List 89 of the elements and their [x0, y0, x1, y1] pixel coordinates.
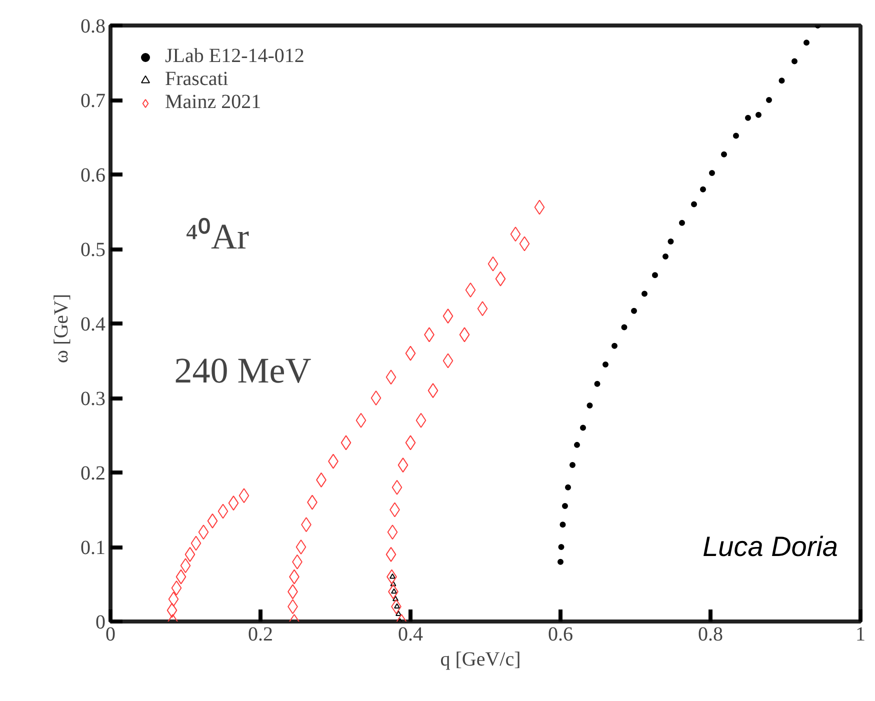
point: [733, 132, 739, 139]
point: [442, 308, 454, 324]
point: [558, 544, 564, 550]
y-tick-label: 0.3: [80, 388, 106, 410]
legend-label: Mainz 2021: [165, 91, 262, 114]
point: [778, 78, 785, 84]
point: [691, 201, 697, 208]
point: [804, 40, 810, 46]
point: [386, 370, 396, 385]
point: [602, 361, 608, 368]
point: [398, 458, 408, 473]
point: [190, 536, 202, 551]
point: [621, 324, 628, 330]
point: [340, 435, 352, 450]
y-tick-label: 0.1: [80, 537, 106, 559]
point: [180, 558, 191, 574]
point: [574, 442, 580, 448]
point: [594, 380, 600, 387]
point: [171, 580, 182, 596]
point: [405, 346, 416, 361]
point: [668, 238, 674, 245]
point: [238, 488, 250, 504]
point: [386, 546, 396, 562]
point: [652, 272, 658, 278]
point: [184, 546, 196, 562]
y-tick-label: 0.4: [80, 314, 106, 336]
x-tick-label: 1: [856, 624, 866, 646]
x-tick-label: 0.4: [398, 624, 423, 646]
point: [642, 290, 648, 297]
point: [721, 151, 727, 158]
point: [166, 602, 178, 618]
y-axis-title: ω [GeV]: [50, 294, 72, 364]
point: [392, 596, 398, 602]
point: [562, 503, 568, 510]
point: [766, 97, 772, 103]
point: [709, 170, 715, 176]
point: [459, 327, 470, 342]
legend-label: JLab E12-14-012: [165, 45, 304, 68]
point: [510, 226, 521, 242]
point: [560, 522, 566, 528]
point: [370, 390, 382, 406]
point: [176, 569, 186, 584]
y-tick-label: 0.5: [80, 239, 106, 261]
point: [477, 301, 488, 316]
point: [570, 462, 576, 468]
point: [519, 236, 530, 252]
point: [488, 256, 498, 272]
annotation: 240 MeV: [174, 350, 312, 391]
point: [228, 496, 239, 511]
point: [392, 480, 402, 495]
x-tick-label: 0.2: [248, 624, 273, 646]
point: [586, 402, 593, 408]
point: [534, 200, 545, 215]
y-tick-label: 0.2: [80, 462, 106, 484]
y-tick-label: 0.8: [80, 16, 106, 38]
point: [356, 412, 366, 428]
y-tick-label: 0.7: [80, 90, 106, 112]
point: [465, 282, 476, 298]
point: [416, 412, 426, 428]
point: [745, 114, 751, 121]
annotation: Luca Doria: [702, 530, 838, 562]
point: [168, 592, 179, 607]
point: [405, 435, 416, 450]
point: [756, 112, 762, 118]
point: [792, 58, 798, 64]
point: [495, 271, 506, 286]
point: [580, 424, 586, 431]
x-tick-label: 0.6: [548, 624, 573, 646]
annotation: ⁴⁰Ar: [186, 216, 250, 256]
point: [428, 383, 438, 398]
x-tick-label: 0.8: [698, 624, 723, 646]
point: [679, 220, 685, 226]
point: [631, 308, 637, 314]
point: [207, 513, 218, 528]
point: [700, 186, 706, 192]
point: [565, 484, 571, 490]
legend-label: Frascati: [165, 68, 228, 91]
point: [218, 504, 228, 519]
point: [558, 558, 564, 565]
point: [390, 580, 396, 586]
point: [662, 253, 668, 260]
x-axis-title: q [GeV/c]: [440, 648, 521, 670]
point: [442, 353, 454, 368]
point: [612, 342, 618, 349]
point: [198, 524, 209, 540]
point: [387, 524, 398, 540]
y-tick-label: 0.6: [80, 164, 106, 186]
point: [296, 540, 306, 554]
point: [396, 610, 402, 616]
